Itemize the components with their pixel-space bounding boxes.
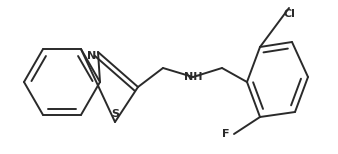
Text: NH: NH (184, 72, 202, 82)
Text: Cl: Cl (283, 9, 295, 19)
Text: N: N (88, 51, 97, 61)
Text: S: S (111, 109, 119, 119)
Text: F: F (222, 129, 230, 139)
